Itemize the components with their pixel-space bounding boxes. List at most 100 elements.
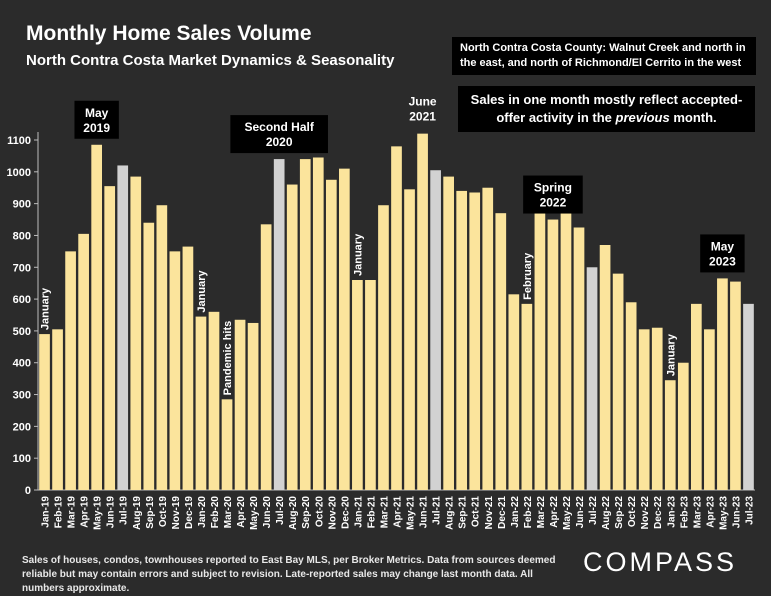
x-tick-label: Oct-21 (471, 496, 482, 528)
callout-label: 2022 (540, 196, 567, 210)
x-tick-label: May-20 (249, 496, 260, 530)
callout-label: Spring (534, 181, 572, 195)
x-tick-label: Jul-21 (432, 496, 443, 525)
x-tick-label: Dec-21 (497, 496, 508, 529)
y-tick-label: 300 (13, 390, 31, 402)
x-tick-label: Aug-20 (288, 496, 299, 530)
x-tick-label: Sep-20 (301, 496, 312, 529)
bar (52, 329, 63, 490)
x-tick-label: Aug-21 (445, 496, 456, 530)
bar (599, 245, 611, 490)
bar (391, 146, 402, 490)
bar (130, 176, 142, 490)
bar (299, 159, 311, 490)
x-tick-label: May-23 (718, 496, 729, 530)
bar (664, 380, 676, 490)
x-tick-label: Sep-21 (458, 496, 469, 529)
bar (365, 280, 376, 490)
y-tick-label: 0 (25, 485, 31, 497)
region-info-box: North Contra Costa County: Walnut Creek … (452, 37, 756, 75)
x-tick-label: Jul-23 (744, 496, 755, 525)
x-tick-label: Jun-20 (262, 496, 273, 529)
bar (65, 251, 76, 490)
footnote: Sales of houses, condos, townhouses repo… (22, 555, 556, 594)
bar-annotation: January (665, 333, 677, 376)
x-tick-label: Mar-22 (536, 496, 547, 529)
bar (195, 316, 207, 490)
x-tick-label: Jun-22 (575, 496, 586, 529)
callout-label: 2020 (266, 135, 293, 149)
chart-title: Monthly Home Sales Volume (26, 22, 312, 45)
bar (156, 205, 168, 490)
x-tick-label: Feb-21 (366, 496, 377, 529)
bar (286, 184, 298, 490)
bar (352, 280, 363, 490)
chart-subtitle: North Contra Costa Market Dynamics & Sea… (26, 52, 395, 69)
x-tick-label: Jul-22 (588, 496, 599, 525)
bar-highlight (743, 303, 754, 490)
bar-highlight (117, 165, 129, 491)
x-tick-label: Aug-22 (601, 496, 612, 530)
y-tick-label: 700 (13, 262, 31, 274)
bar (560, 181, 572, 490)
compass-logo: COMPASS (583, 547, 738, 577)
x-tick-label: Dec-22 (653, 496, 664, 529)
activity-note-box: Sales in one month mostly reflect accept… (458, 86, 755, 132)
x-tick-label: Sep-22 (614, 496, 625, 529)
x-tick-label: Feb-23 (679, 496, 690, 529)
x-tick-label: Sep-19 (145, 496, 156, 529)
bar (143, 222, 155, 490)
bar (91, 144, 103, 491)
x-tick-label: Nov-21 (484, 496, 495, 530)
bar (312, 157, 324, 490)
bar (39, 334, 50, 490)
bar (730, 281, 741, 490)
callout-box (230, 115, 328, 154)
bar-highlight (586, 267, 598, 490)
bar (625, 302, 637, 490)
x-tick-label: Apr-20 (236, 496, 247, 528)
bar-highlight (430, 170, 441, 490)
bar-annotation: January (352, 233, 364, 276)
y-tick-label: 800 (13, 230, 31, 242)
bar (443, 176, 454, 490)
x-tick-label: Apr-21 (393, 496, 404, 528)
bar (78, 233, 89, 490)
bar (247, 322, 259, 490)
x-tick-label: Apr-19 (80, 496, 91, 528)
y-tick-label: 900 (13, 199, 31, 211)
x-tick-label: May-21 (406, 496, 417, 530)
x-tick-label: Feb-20 (210, 496, 221, 529)
bar-highlight (273, 159, 285, 490)
x-tick-label: Jul-20 (275, 496, 286, 525)
x-tick-label: Jan-19 (41, 496, 52, 528)
bar-annotation: January (196, 270, 208, 313)
bar (547, 219, 559, 490)
y-tick-label: 100 (13, 453, 31, 465)
bar (612, 273, 624, 490)
x-tick-label: Apr-22 (549, 496, 560, 528)
bar (469, 192, 481, 490)
bar (651, 327, 663, 490)
callout-box (523, 175, 583, 214)
x-tick-label: Mar-23 (692, 496, 703, 529)
bar (677, 362, 689, 490)
bar (717, 278, 728, 490)
callout-label: Second Half (244, 120, 314, 134)
x-tick-label: May-19 (93, 496, 104, 530)
bar (404, 189, 415, 490)
x-tick-label: Jan-22 (510, 496, 521, 528)
callout-box (74, 100, 119, 139)
x-tick-label: Jun-23 (731, 496, 742, 529)
y-tick-label: 1000 (7, 167, 31, 179)
bar (495, 213, 507, 490)
x-tick-label: Aug-19 (132, 496, 143, 530)
bar (325, 179, 337, 491)
x-tick-label: Oct-19 (158, 496, 169, 528)
bar (378, 205, 389, 490)
bar-annotation: Pandemic hits (222, 321, 234, 396)
x-tick-label: Jan-21 (353, 496, 364, 528)
bar (704, 329, 715, 490)
x-tick-label: Nov-20 (327, 496, 338, 530)
